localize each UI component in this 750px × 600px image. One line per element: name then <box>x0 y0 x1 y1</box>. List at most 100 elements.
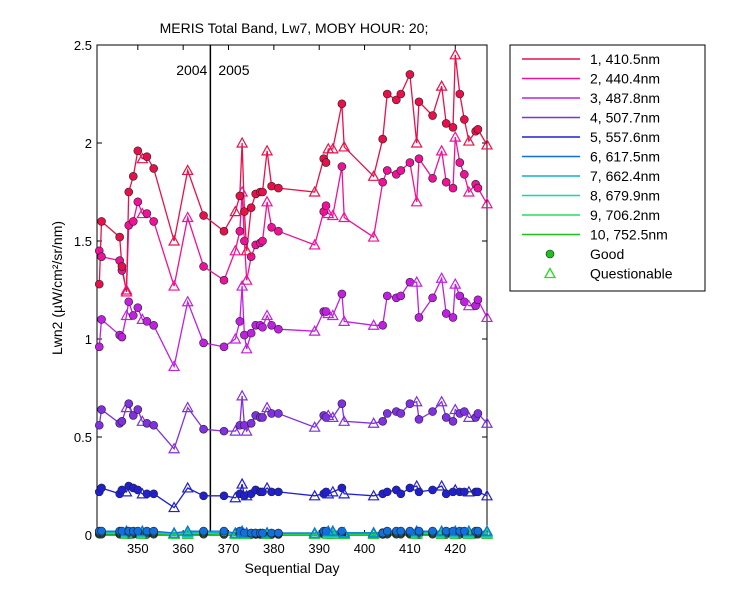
data-point-questionable <box>308 420 321 432</box>
data-point-good <box>97 217 106 226</box>
data-point-questionable <box>240 424 253 436</box>
data-point-questionable <box>326 309 339 321</box>
data-point-questionable <box>435 79 448 91</box>
data-point-questionable <box>367 526 380 538</box>
legend-marker-questionable <box>543 267 557 279</box>
data-point-good <box>441 119 451 128</box>
data-point-good <box>396 291 406 301</box>
data-point-questionable <box>181 524 194 536</box>
data-point-questionable <box>367 489 380 501</box>
data-point-good <box>455 158 465 167</box>
data-point-good <box>378 177 387 187</box>
legend-entry-label: Questionable <box>590 266 673 282</box>
data-point-good <box>94 420 104 430</box>
legend: 1, 410.5nm 2, 440.4nm 3, 487.8nm 4, 507.7nm… <box>509 44 706 292</box>
data-point-questionable <box>236 136 249 148</box>
data-point-questionable <box>338 315 351 326</box>
legend-marker-good <box>545 249 555 259</box>
data-point-questionable <box>120 285 133 297</box>
data-point-questionable <box>338 526 351 538</box>
data-point-good <box>428 407 437 416</box>
data-point-good <box>441 177 451 187</box>
data-point-questionable <box>338 211 351 223</box>
data-point-good <box>199 491 208 501</box>
y-tick-label: 1 <box>85 332 92 347</box>
data-point-questionable <box>410 195 423 207</box>
data-point-questionable <box>367 170 380 181</box>
data-point-good <box>414 154 424 163</box>
data-point-questionable <box>168 279 181 291</box>
data-point-good <box>219 426 229 436</box>
data-point-good <box>337 162 347 171</box>
data-point-good <box>473 487 483 497</box>
data-point-good <box>396 526 406 536</box>
data-point-good <box>321 201 331 211</box>
y-tick-label: 2.5 <box>74 38 92 53</box>
data-point-good <box>414 415 424 424</box>
data-point-good <box>142 152 152 162</box>
data-point-questionable <box>435 479 448 491</box>
data-point-good <box>428 111 437 120</box>
data-point-questionable <box>338 140 351 152</box>
legend-entry-label: 5, 557.6nm <box>590 129 660 145</box>
data-point-good <box>128 311 138 320</box>
x-tick-label: 390 <box>308 541 330 556</box>
data-point-good <box>219 342 229 352</box>
data-point-good <box>142 209 152 218</box>
data-point-questionable <box>261 195 274 207</box>
data-point-good <box>117 417 127 426</box>
data-point-good <box>128 172 138 181</box>
data-point-questionable <box>229 424 242 436</box>
data-point-questionable <box>462 185 475 197</box>
data-point-good <box>124 399 134 408</box>
data-point-good <box>405 158 415 167</box>
data-point-questionable <box>367 319 380 330</box>
data-point-questionable <box>326 142 339 154</box>
legend-entry-label: 6, 617.5nm <box>590 149 660 165</box>
data-point-good <box>382 487 392 497</box>
x-tick-label: 350 <box>127 541 149 556</box>
data-point-questionable <box>181 211 194 223</box>
data-point-good <box>473 295 483 305</box>
data-point-good <box>124 187 134 197</box>
data-point-good <box>382 166 392 175</box>
y-axis-label: Lwn2 (µW/cm²/sr/nm) <box>49 221 65 355</box>
data-point-good <box>460 170 469 179</box>
data-point-good <box>382 526 392 536</box>
legend-entry-label: 3, 487.8nm <box>590 90 660 106</box>
data-point-good <box>133 303 143 312</box>
data-point-questionable <box>120 283 133 295</box>
data-point-questionable <box>236 279 249 291</box>
data-point-questionable <box>435 395 448 407</box>
data-point-good <box>115 232 124 242</box>
data-point-good <box>337 99 347 109</box>
data-point-good <box>97 252 106 261</box>
legend-entry-label: 7, 662.4nm <box>590 168 660 184</box>
data-point-questionable <box>462 299 475 311</box>
data-point-good <box>94 342 104 352</box>
data-point-questionable <box>261 481 274 493</box>
data-point-good <box>117 332 127 342</box>
data-point-questionable <box>480 311 494 323</box>
data-point-questionable <box>449 403 462 415</box>
data-point-questionable <box>410 395 423 407</box>
data-point-good <box>428 293 437 303</box>
data-point-good <box>149 164 158 173</box>
data-point-questionable <box>338 487 351 499</box>
data-point-good <box>274 409 283 418</box>
legend-entry-label: 8, 679.9nm <box>590 188 660 204</box>
data-point-good <box>473 183 483 193</box>
data-point-questionable <box>326 209 339 221</box>
x-tick-label: 360 <box>172 541 194 556</box>
data-point-good <box>199 338 208 348</box>
data-point-questionable <box>410 275 423 287</box>
data-point-questionable <box>229 332 242 344</box>
data-point-good <box>396 489 406 499</box>
data-point-good <box>378 320 387 330</box>
data-point-good <box>396 89 406 99</box>
data-point-questionable <box>326 485 339 497</box>
data-point-questionable <box>367 417 380 428</box>
data-point-good <box>133 146 143 156</box>
data-point-questionable <box>480 417 494 428</box>
data-point-questionable <box>308 238 321 250</box>
